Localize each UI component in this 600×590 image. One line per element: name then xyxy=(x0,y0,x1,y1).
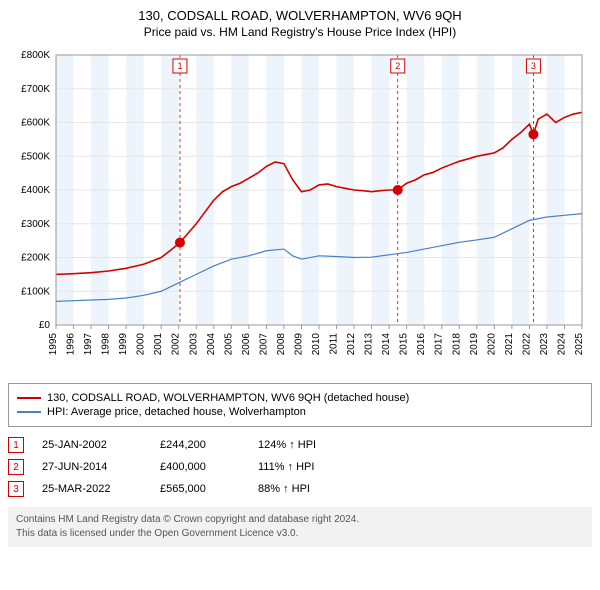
event-date: 25-JAN-2002 xyxy=(42,439,142,451)
event-marker: 3 xyxy=(8,481,24,497)
svg-text:2005: 2005 xyxy=(223,333,234,356)
svg-text:2000: 2000 xyxy=(136,333,147,356)
event-date: 27-JUN-2014 xyxy=(42,461,142,473)
svg-text:£200K: £200K xyxy=(21,253,50,264)
legend-item: 130, CODSALL ROAD, WOLVERHAMPTON, WV6 9Q… xyxy=(17,392,583,404)
svg-text:3: 3 xyxy=(531,61,536,71)
svg-text:2025: 2025 xyxy=(574,333,585,356)
chart-container: £0 £100K £200K £300K £400K £500K £600K £700K £80… xyxy=(8,45,592,375)
svg-text:2022: 2022 xyxy=(521,333,532,356)
svg-text:2018: 2018 xyxy=(451,333,462,356)
svg-text:£0: £0 xyxy=(39,320,51,331)
svg-text:£500K: £500K xyxy=(21,151,50,162)
events-table: 1 25-JAN-2002 £244,200 124% ↑ HPI 2 27-JUN-20… xyxy=(8,437,592,497)
chart-title: 130, CODSALL ROAD, WOLVERHAMPTON, WV6 9Q… xyxy=(8,8,592,23)
svg-text:2010: 2010 xyxy=(311,333,322,356)
svg-text:2024: 2024 xyxy=(556,333,567,356)
legend: 130, CODSALL ROAD, WOLVERHAMPTON, WV6 9Q… xyxy=(8,383,592,427)
svg-text:£600K: £600K xyxy=(21,118,50,129)
legend-swatch xyxy=(17,397,41,399)
svg-text:£300K: £300K xyxy=(21,219,50,230)
svg-text:2011: 2011 xyxy=(329,333,340,355)
svg-text:1997: 1997 xyxy=(83,333,94,356)
svg-text:2006: 2006 xyxy=(241,333,252,356)
svg-text:2002: 2002 xyxy=(171,333,182,356)
svg-text:2021: 2021 xyxy=(504,333,515,356)
svg-text:2004: 2004 xyxy=(206,333,217,356)
event-pct: 124% ↑ HPI xyxy=(258,439,358,451)
footer-line: This data is licensed under the Open Gov… xyxy=(16,527,584,541)
svg-text:£700K: £700K xyxy=(21,84,50,95)
svg-text:£400K: £400K xyxy=(21,185,50,196)
event-row: 3 25-MAR-2022 £565,000 88% ↑ HPI xyxy=(8,481,592,497)
legend-item: HPI: Average price, detached house, Wolv… xyxy=(17,406,583,418)
svg-text:2019: 2019 xyxy=(469,333,480,356)
svg-text:2016: 2016 xyxy=(416,333,427,356)
svg-text:2017: 2017 xyxy=(434,333,445,356)
event-row: 1 25-JAN-2002 £244,200 124% ↑ HPI xyxy=(8,437,592,453)
svg-text:2020: 2020 xyxy=(486,333,497,356)
event-row: 2 27-JUN-2014 £400,000 111% ↑ HPI xyxy=(8,459,592,475)
svg-text:2009: 2009 xyxy=(293,333,304,356)
svg-text:2001: 2001 xyxy=(153,333,164,356)
svg-text:2012: 2012 xyxy=(346,333,357,356)
svg-text:£800K: £800K xyxy=(21,50,50,61)
attribution-footer: Contains HM Land Registry data © Crown c… xyxy=(8,507,592,547)
event-price: £244,200 xyxy=(160,439,240,451)
legend-label: 130, CODSALL ROAD, WOLVERHAMPTON, WV6 9Q… xyxy=(47,392,409,404)
event-price: £565,000 xyxy=(160,483,240,495)
legend-swatch xyxy=(17,411,41,413)
svg-text:2007: 2007 xyxy=(258,333,269,356)
event-price: £400,000 xyxy=(160,461,240,473)
svg-text:2008: 2008 xyxy=(276,333,287,356)
svg-text:£100K: £100K xyxy=(21,286,50,297)
svg-text:2014: 2014 xyxy=(381,333,392,356)
event-pct: 88% ↑ HPI xyxy=(258,483,358,495)
chart-subtitle: Price paid vs. HM Land Registry's House … xyxy=(8,25,592,39)
event-marker: 2 xyxy=(8,459,24,475)
svg-text:1996: 1996 xyxy=(66,333,77,356)
svg-text:1999: 1999 xyxy=(118,333,129,356)
event-date: 25-MAR-2022 xyxy=(42,483,142,495)
footer-line: Contains HM Land Registry data © Crown c… xyxy=(16,513,584,527)
event-pct: 111% ↑ HPI xyxy=(258,461,358,473)
svg-text:2003: 2003 xyxy=(188,333,199,356)
svg-text:2013: 2013 xyxy=(364,333,375,356)
svg-text:2023: 2023 xyxy=(539,333,550,356)
svg-text:1998: 1998 xyxy=(101,333,112,356)
svg-text:2: 2 xyxy=(395,61,400,71)
svg-text:1995: 1995 xyxy=(48,333,59,356)
svg-text:1: 1 xyxy=(177,61,182,71)
legend-label: HPI: Average price, detached house, Wolv… xyxy=(47,406,306,418)
line-chart: £0 £100K £200K £300K £400K £500K £600K £700K £80… xyxy=(8,45,592,375)
event-marker: 1 xyxy=(8,437,24,453)
svg-text:2015: 2015 xyxy=(399,333,410,356)
